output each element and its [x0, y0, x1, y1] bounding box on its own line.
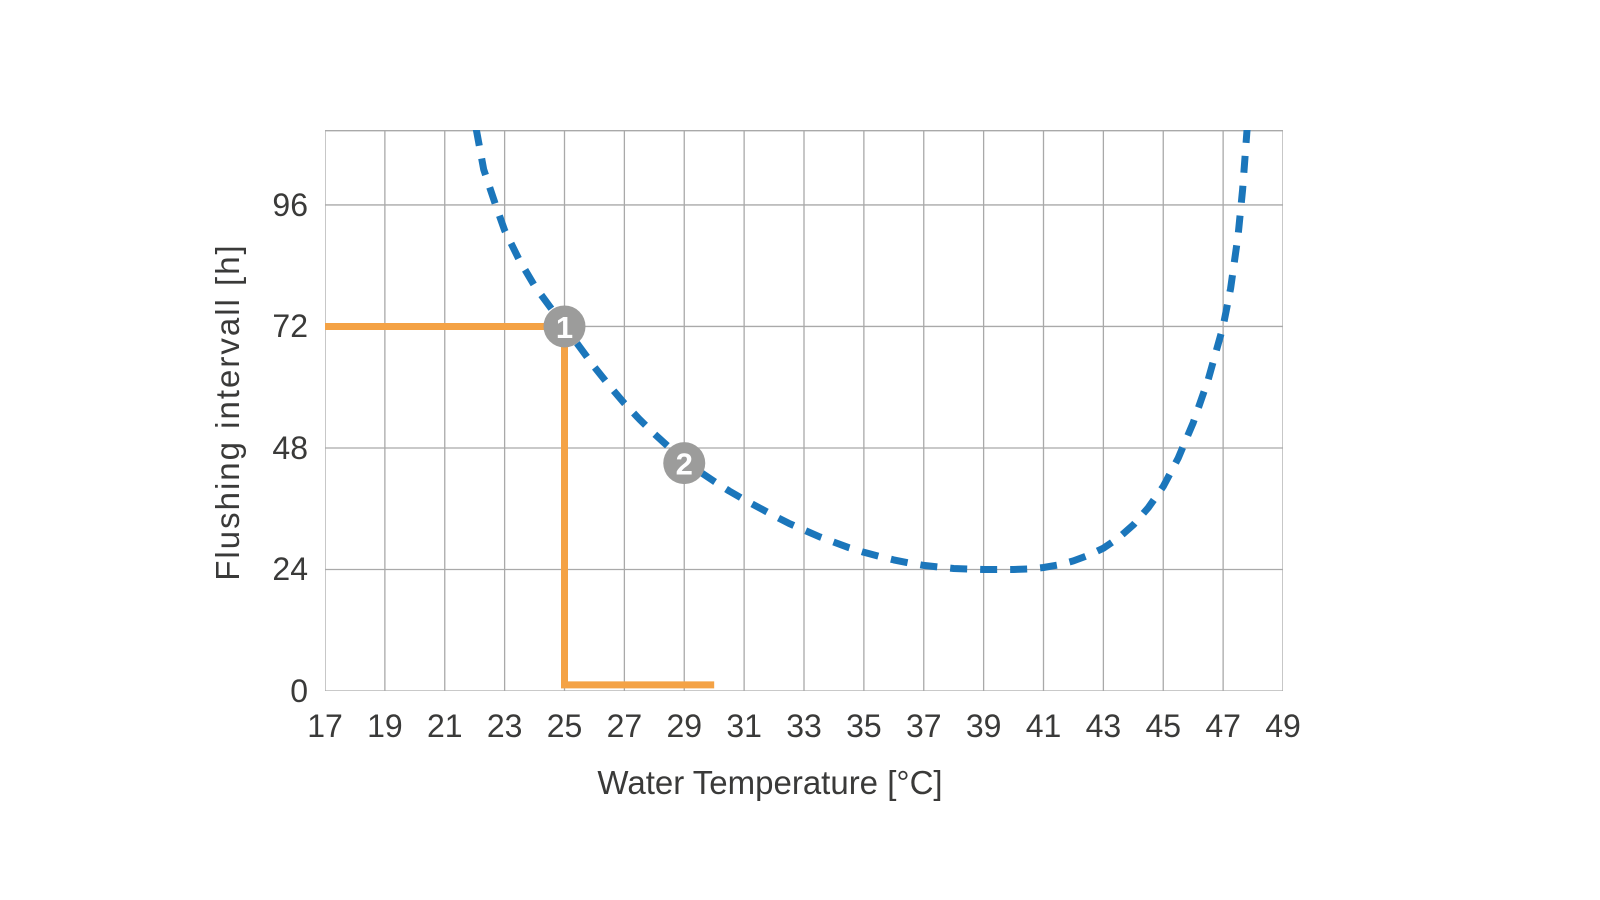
- x-tick-label-19: 19: [367, 708, 403, 744]
- marker-2-label: 2: [676, 447, 693, 482]
- x-tick-label-37: 37: [905, 708, 942, 744]
- x-tick-label-31: 31: [726, 708, 762, 744]
- y-tick-label-72: 72: [272, 308, 308, 345]
- x-tick-label-41: 41: [1025, 708, 1062, 744]
- x-tick-label-33: 33: [786, 708, 822, 744]
- guide-line: [325, 322, 715, 689]
- marker-1: 1: [543, 305, 586, 348]
- x-axis-title: Water Temperature [°C]: [597, 764, 943, 801]
- x-tick-label-45: 45: [1145, 708, 1182, 744]
- x-tick-label-25: 25: [546, 708, 583, 744]
- marker-1-circle: [543, 305, 586, 348]
- x-tick-label-17: 17: [307, 708, 343, 744]
- guide-polyline: [325, 322, 715, 689]
- y-tick-label-96: 96: [272, 186, 308, 223]
- x-tick-label-39: 39: [965, 708, 1002, 744]
- gridlines: [325, 130, 1283, 691]
- y-tick-label-0: 0: [290, 673, 308, 709]
- curve-path: [472, 130, 1251, 573]
- x-tick-label-35: 35: [846, 708, 882, 744]
- x-tick-label-21: 21: [426, 708, 463, 744]
- annotation-markers: 12: [543, 305, 706, 485]
- y-axis-title: Flushing intervall [h]: [209, 243, 246, 581]
- plot-svg: 12: [325, 130, 1283, 691]
- marker-2-circle: [663, 442, 706, 485]
- x-tick-label-49: 49: [1265, 708, 1301, 744]
- x-tick-label-43: 43: [1085, 708, 1122, 744]
- x-tick-label-23: 23: [486, 708, 523, 744]
- x-tick-label-29: 29: [666, 708, 703, 744]
- flushing-interval-curve: [472, 130, 1251, 573]
- x-tick-label-47: 47: [1205, 708, 1241, 744]
- y-tick-label-48: 48: [272, 429, 308, 466]
- y-tick-label-24: 24: [272, 551, 308, 588]
- marker-1-label: 1: [556, 310, 573, 345]
- x-tick-label-27: 27: [606, 708, 643, 744]
- marker-2: 2: [663, 442, 706, 485]
